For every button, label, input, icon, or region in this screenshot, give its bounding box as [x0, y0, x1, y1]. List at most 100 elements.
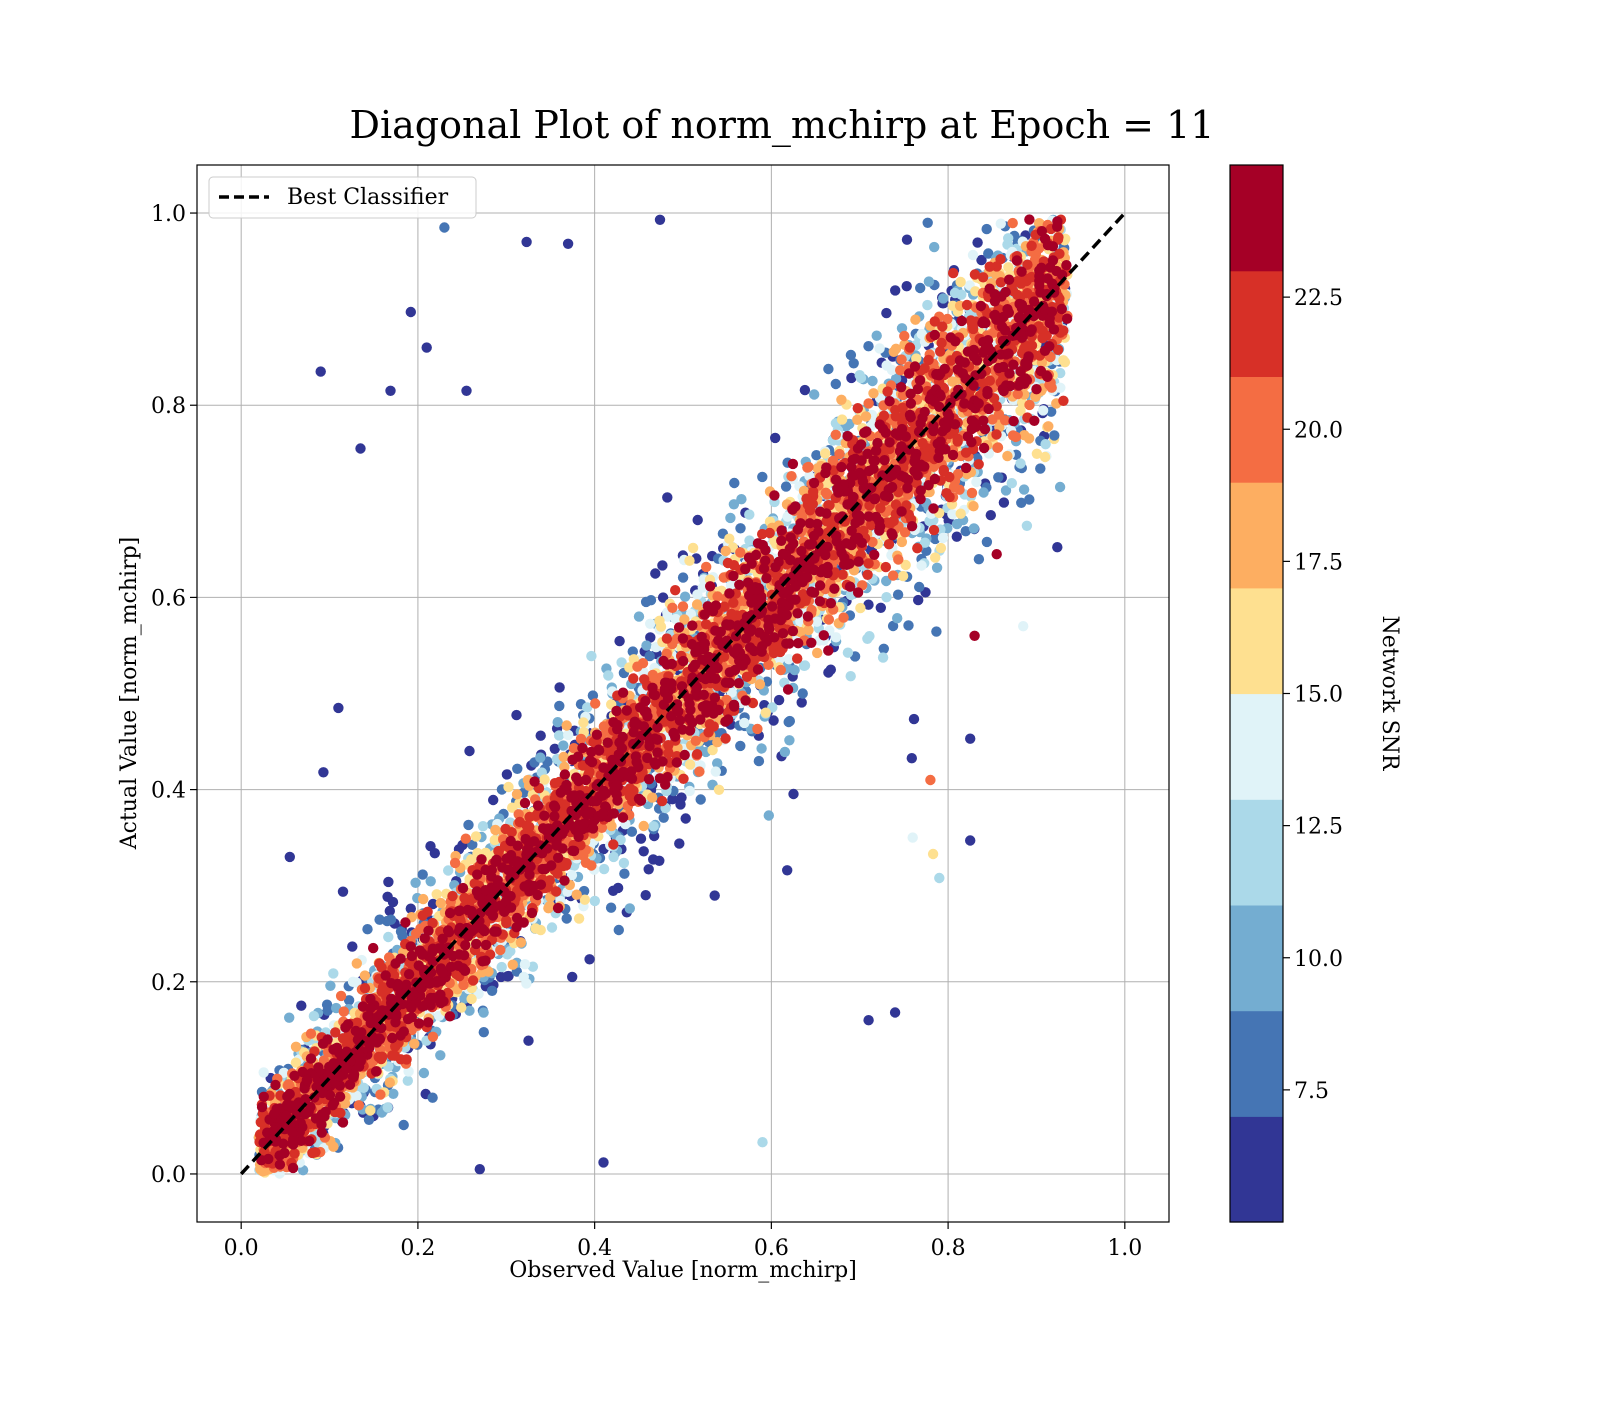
- data-point: [1040, 452, 1050, 462]
- data-point: [914, 582, 924, 592]
- data-point: [536, 731, 546, 741]
- data-point: [768, 715, 778, 725]
- data-point: [897, 537, 907, 547]
- data-point: [598, 1157, 608, 1167]
- data-point: [784, 735, 794, 745]
- data-point: [572, 890, 582, 900]
- data-point: [1015, 458, 1025, 468]
- data-point: [1018, 621, 1028, 631]
- data-point: [782, 865, 792, 875]
- data-point: [693, 515, 703, 525]
- data-point: [916, 560, 926, 570]
- data-point: [463, 820, 473, 830]
- data-point: [613, 883, 623, 893]
- data-point: [820, 448, 830, 458]
- data-point: [409, 1039, 419, 1049]
- data-point: [874, 343, 884, 353]
- data-point: [971, 477, 981, 487]
- data-point: [636, 834, 646, 844]
- data-point: [1024, 494, 1034, 504]
- data-point: [388, 1089, 398, 1099]
- data-point: [512, 764, 522, 774]
- data-point: [554, 730, 564, 740]
- data-point: [516, 937, 526, 947]
- data-point: [309, 1011, 319, 1021]
- data-point: [639, 821, 649, 831]
- data-point: [647, 792, 657, 802]
- data-point: [797, 697, 807, 707]
- data-point: [1007, 478, 1017, 488]
- data-point: [1040, 439, 1050, 449]
- data-point: [761, 708, 771, 718]
- data-point: [928, 849, 938, 859]
- data-point: [696, 794, 706, 804]
- data-point: [823, 364, 833, 374]
- data-point: [659, 813, 669, 823]
- data-point: [754, 756, 764, 766]
- points-layer: [254, 214, 1073, 1178]
- data-point: [725, 513, 735, 523]
- data-point: [902, 235, 912, 245]
- data-point: [993, 472, 1003, 482]
- data-point: [881, 592, 891, 602]
- data-point: [662, 492, 672, 502]
- data-point: [645, 619, 655, 629]
- data-point: [535, 752, 545, 762]
- data-point: [1035, 463, 1045, 473]
- data-point: [466, 994, 476, 1004]
- data-point: [938, 533, 948, 543]
- data-point: [655, 215, 665, 225]
- data-point: [982, 224, 992, 234]
- data-point: [924, 276, 934, 286]
- data-point: [539, 774, 549, 784]
- data-point: [284, 1013, 294, 1023]
- data-point: [547, 922, 557, 932]
- data-point: [521, 978, 531, 988]
- data-point: [399, 1120, 409, 1130]
- data-point: [654, 616, 664, 626]
- data-point: [374, 915, 384, 925]
- data-point: [770, 433, 780, 443]
- data-point: [934, 873, 944, 883]
- data-point: [365, 1105, 375, 1115]
- data-point: [923, 218, 933, 228]
- data-point: [520, 959, 530, 969]
- data-point: [426, 876, 436, 886]
- data-point: [641, 890, 651, 900]
- data-point: [913, 595, 923, 605]
- data-point: [599, 864, 609, 874]
- data-point: [508, 960, 518, 970]
- data-point: [685, 786, 695, 796]
- data-point: [364, 1115, 374, 1125]
- data-point: [503, 782, 513, 792]
- data-point: [385, 906, 395, 916]
- data-point: [259, 1067, 269, 1077]
- data-point: [603, 670, 613, 680]
- data-point: [383, 1102, 393, 1112]
- data-point: [729, 478, 739, 488]
- data-point: [809, 389, 819, 399]
- data-point: [435, 1050, 445, 1060]
- data-point: [684, 556, 694, 566]
- data-point: [890, 285, 900, 295]
- data-point: [978, 487, 988, 497]
- data-point: [714, 785, 724, 795]
- data-point: [362, 924, 372, 934]
- data-point: [650, 568, 660, 578]
- data-point: [780, 747, 790, 757]
- data-point: [724, 534, 734, 544]
- data-point: [872, 331, 882, 341]
- data-point: [419, 1068, 429, 1078]
- data-point: [425, 841, 435, 851]
- data-point: [563, 730, 573, 740]
- data-point: [614, 636, 624, 646]
- data-point: [812, 648, 822, 658]
- data-point: [639, 846, 649, 856]
- data-point: [986, 510, 996, 520]
- data-point: [972, 237, 982, 247]
- data-point: [478, 821, 488, 831]
- data-point: [590, 896, 600, 906]
- data-point: [1052, 542, 1062, 552]
- data-point: [1060, 357, 1070, 367]
- data-point: [867, 376, 877, 386]
